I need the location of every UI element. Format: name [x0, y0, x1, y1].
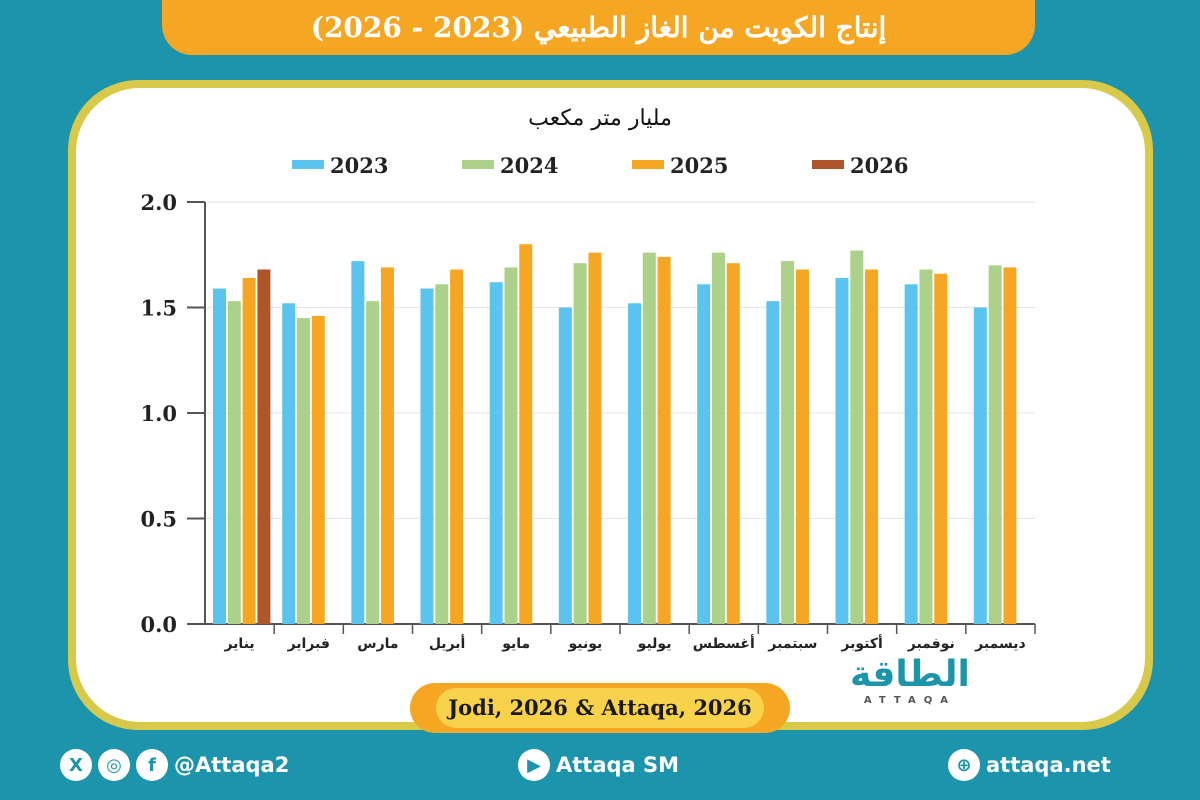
legend-swatch-2026	[812, 160, 844, 169]
bar-2025-7	[657, 256, 671, 624]
bar-2023-5	[489, 282, 503, 624]
x-tick-label: يونيو	[568, 636, 603, 652]
bar-2024-9	[781, 261, 795, 624]
y-tick-label: 0.5	[140, 507, 177, 532]
bar-2025-4	[450, 269, 464, 624]
bar-2024-7	[642, 252, 656, 624]
y-tick-label: 1.5	[140, 296, 177, 321]
logo-arabic: الطاقة	[850, 654, 970, 695]
bar-2023-6	[558, 307, 572, 624]
globe-icon: ⊕	[948, 749, 980, 781]
bar-2025-10	[865, 269, 879, 624]
x-icon[interactable]: X	[60, 749, 92, 781]
bar-2025-1	[242, 277, 256, 624]
social-handle[interactable]: @Attaqa2	[174, 753, 290, 777]
x-tick-label: نوفمبر	[907, 636, 955, 652]
legend-label-2026: 2026	[850, 153, 908, 178]
bar-2026-1	[257, 269, 271, 624]
youtube-name: Attaqa SM	[556, 753, 680, 777]
x-tick-label: سبتمبر	[767, 636, 817, 652]
bar-2023-8	[697, 284, 711, 624]
legend-label-2023: 2023	[330, 153, 388, 178]
x-tick-label: يوليو	[637, 636, 672, 652]
x-tick-label: أكتوبر	[840, 634, 882, 652]
attaqa-logo: الطاقة ATTAQA	[850, 655, 970, 707]
legend-swatch-2024	[462, 160, 494, 169]
bar-2023-4	[420, 288, 434, 624]
legend-label-2025: 2025	[670, 153, 728, 178]
source-text: Jodi, 2026 & Attaqa, 2026	[436, 688, 764, 728]
bar-2024-6	[573, 263, 587, 624]
source-label: Jodi, 2026 & Attaqa, 2026	[410, 683, 790, 733]
x-tick-label: ديسمبر	[974, 636, 1026, 652]
bar-2024-4	[435, 284, 449, 624]
bar-2024-11	[919, 269, 933, 624]
bar-2023-12	[973, 307, 987, 624]
bar-2025-5	[519, 244, 533, 624]
bar-2023-3	[351, 261, 365, 624]
page-title: إنتاج الكويت من الغاز الطبيعي (2023 - 20…	[162, 0, 1035, 55]
x-tick-label: يناير	[223, 636, 254, 652]
y-tick-label: 1.0	[140, 401, 177, 426]
bar-2024-3	[366, 301, 380, 624]
bar-2023-1	[213, 288, 226, 624]
bar-2023-2	[282, 303, 296, 624]
bar-2025-12	[1003, 267, 1017, 624]
logo-latin: ATTAQA	[863, 695, 956, 706]
social-links: X ◎ f @Attaqa2	[60, 745, 289, 785]
bar-2023-11	[904, 284, 918, 624]
bar-2025-8	[726, 263, 740, 624]
legend-swatch-2025	[632, 160, 664, 169]
bar-2023-10	[835, 277, 849, 624]
bar-2025-11	[934, 273, 948, 624]
youtube-icon: ▶	[518, 749, 550, 781]
y-tick-label: 0.0	[140, 612, 177, 637]
bar-2023-9	[766, 301, 780, 624]
x-tick-label: مارس	[357, 636, 398, 652]
x-tick-label: فبراير	[287, 636, 330, 652]
youtube-link[interactable]: ▶ Attaqa SM	[518, 745, 679, 785]
bar-2024-1	[227, 301, 241, 624]
x-tick-label: مايو	[501, 636, 530, 652]
bar-2023-7	[628, 303, 641, 624]
bar-2024-5	[504, 267, 518, 624]
y-tick-label: 2.0	[140, 190, 177, 215]
y-axis-label: مليار متر مكعب	[528, 106, 672, 131]
x-tick-label: أبريل	[429, 634, 466, 652]
facebook-icon[interactable]: f	[136, 749, 168, 781]
bar-2025-9	[795, 269, 809, 624]
bar-2024-12	[988, 265, 1002, 624]
instagram-icon[interactable]: ◎	[98, 749, 130, 781]
bar-2024-2	[296, 318, 310, 624]
bar-2025-2	[311, 315, 325, 624]
bar-2025-6	[588, 252, 602, 624]
bar-2024-8	[711, 252, 725, 624]
website-link[interactable]: ⊕ attaqa.net	[948, 745, 1111, 785]
bar-2024-10	[850, 250, 864, 624]
website-url: attaqa.net	[986, 753, 1111, 777]
x-tick-label: أغسطس	[693, 634, 755, 652]
legend-swatch-2023	[292, 160, 324, 169]
bar-2025-3	[380, 267, 394, 624]
legend-label-2024: 2024	[500, 153, 558, 178]
